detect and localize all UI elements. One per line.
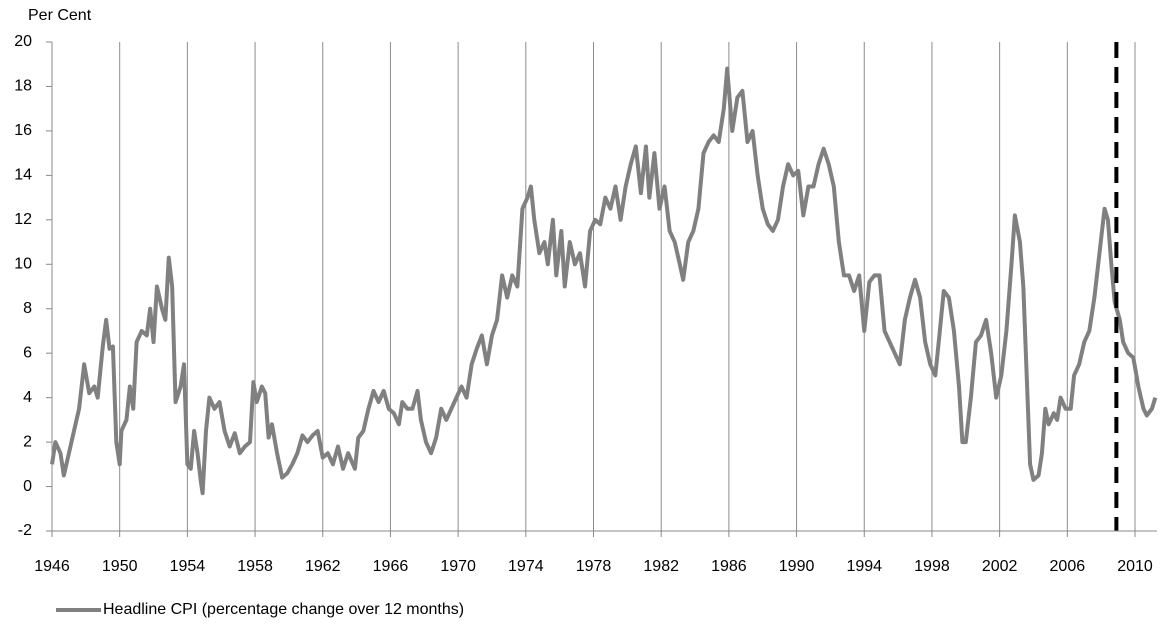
axes: 1946 1950 1954 1958 1962 1966 1970 1974 1978 1982… — [14, 33, 1157, 575]
x-tick-label: 2010 — [1117, 558, 1153, 575]
y-tick-label: 10 — [14, 255, 32, 272]
x-tick-label: 1962 — [305, 558, 341, 575]
x-tick-label: 1974 — [508, 558, 544, 575]
x-tick-label: 1986 — [711, 558, 747, 575]
x-tick-label: 1998 — [914, 558, 950, 575]
x-tick-label: 1970 — [440, 558, 476, 575]
y-tick-label: 14 — [14, 167, 32, 184]
y-tick-label: -2 — [18, 522, 32, 539]
y-tick-label: 18 — [14, 78, 32, 95]
legend: Headline CPI (percentage change over 12 … — [56, 601, 464, 618]
y-tick-label: 6 — [23, 344, 32, 361]
y-tick-label: 20 — [14, 33, 32, 50]
x-tick-label: 2006 — [1050, 558, 1086, 575]
data-line — [50, 66, 1158, 496]
plot — [50, 42, 1158, 531]
x-tick-label: 2002 — [982, 558, 1018, 575]
x-tick-label: 1954 — [170, 558, 206, 575]
y-tick-label: 4 — [23, 389, 32, 406]
x-tick-label: 1982 — [643, 558, 679, 575]
y-axis-title: Per Cent — [28, 7, 92, 24]
y-tick-label: 16 — [14, 122, 32, 139]
legend-label: Headline CPI (percentage change over 12 … — [103, 601, 464, 618]
x-tick-label: 1978 — [576, 558, 612, 575]
x-tick-label: 1946 — [34, 558, 70, 575]
y-tick-label: 0 — [23, 478, 32, 495]
y-tick-label: 2 — [23, 433, 32, 450]
x-tick-label: 1994 — [846, 558, 882, 575]
y-tick-label: 12 — [14, 211, 32, 228]
grid — [119, 42, 1136, 531]
x-tick-label: 1990 — [779, 558, 815, 575]
x-tick-label: 1950 — [102, 558, 138, 575]
y-tick-label: 8 — [23, 300, 32, 317]
x-tick-label: 1958 — [237, 558, 273, 575]
x-tick-label: 1966 — [373, 558, 409, 575]
